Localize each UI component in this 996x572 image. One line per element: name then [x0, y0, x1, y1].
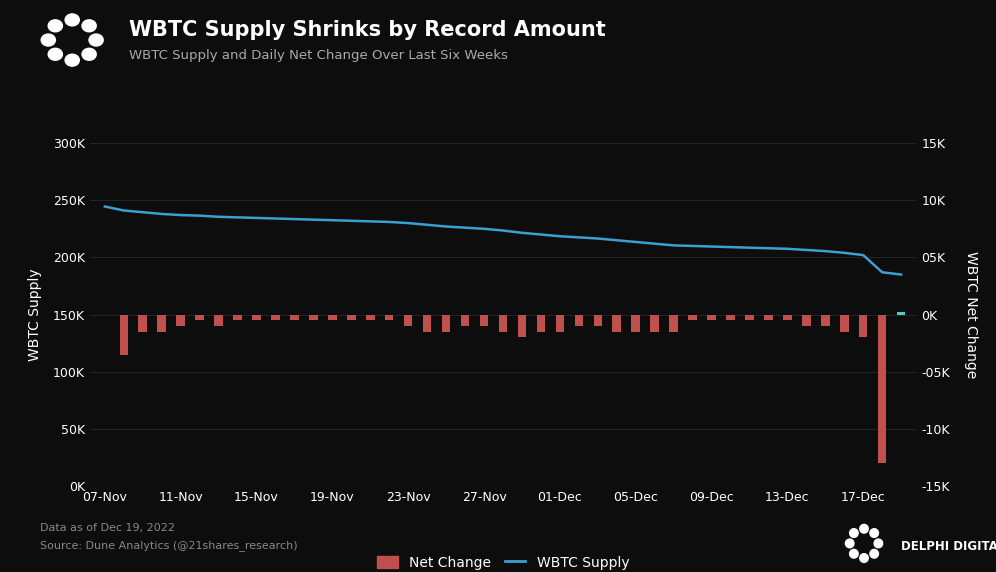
Circle shape: [850, 529, 859, 537]
Bar: [896, 312, 905, 315]
Bar: [252, 315, 261, 320]
Bar: [877, 315, 886, 463]
Bar: [214, 315, 223, 326]
Bar: [745, 315, 754, 320]
Bar: [404, 315, 412, 326]
Bar: [783, 315, 792, 320]
Bar: [120, 315, 128, 355]
Circle shape: [82, 20, 97, 32]
Bar: [840, 315, 849, 332]
Bar: [290, 315, 299, 320]
Bar: [556, 315, 564, 332]
Bar: [575, 315, 583, 326]
Circle shape: [82, 48, 97, 60]
Bar: [309, 315, 318, 320]
Circle shape: [65, 14, 80, 26]
Bar: [233, 315, 242, 320]
Circle shape: [870, 550, 878, 558]
Bar: [176, 315, 185, 326]
Bar: [499, 315, 507, 332]
Bar: [821, 315, 830, 326]
Bar: [537, 315, 545, 332]
Circle shape: [860, 554, 869, 562]
Text: WBTC Supply and Daily Net Change Over Last Six Weeks: WBTC Supply and Daily Net Change Over La…: [129, 49, 508, 62]
Bar: [461, 315, 469, 326]
Bar: [726, 315, 735, 320]
Bar: [157, 315, 166, 332]
Text: Source: Dune Analytics (@21shares_research): Source: Dune Analytics (@21shares_resear…: [40, 541, 298, 551]
Bar: [688, 315, 697, 320]
Text: Data as of Dec 19, 2022: Data as of Dec 19, 2022: [40, 523, 175, 533]
Circle shape: [860, 525, 869, 533]
Y-axis label: WBTC Supply: WBTC Supply: [28, 268, 42, 361]
Bar: [271, 315, 280, 320]
Bar: [366, 315, 374, 320]
Bar: [764, 315, 773, 320]
Circle shape: [65, 54, 80, 66]
Text: WBTC Supply Shrinks by Record Amount: WBTC Supply Shrinks by Record Amount: [129, 20, 607, 40]
Circle shape: [850, 550, 859, 558]
Y-axis label: WBTC Net Change: WBTC Net Change: [964, 251, 978, 378]
Text: DELPHI DIGITAL: DELPHI DIGITAL: [901, 540, 996, 553]
Bar: [650, 315, 659, 332]
Bar: [480, 315, 488, 326]
Bar: [859, 315, 868, 337]
Bar: [669, 315, 678, 332]
Bar: [707, 315, 716, 320]
Circle shape: [874, 539, 882, 548]
Bar: [347, 315, 356, 320]
Circle shape: [870, 529, 878, 537]
Circle shape: [41, 34, 56, 46]
Bar: [328, 315, 337, 320]
Circle shape: [846, 539, 854, 548]
Circle shape: [48, 20, 63, 32]
Bar: [613, 315, 622, 332]
Bar: [802, 315, 811, 326]
Bar: [631, 315, 640, 332]
Bar: [594, 315, 602, 326]
Circle shape: [48, 48, 63, 60]
Bar: [423, 315, 431, 332]
Bar: [518, 315, 526, 337]
Circle shape: [89, 34, 104, 46]
Bar: [195, 315, 204, 320]
Bar: [442, 315, 450, 332]
Bar: [138, 315, 147, 332]
Bar: [384, 315, 393, 320]
Legend: Net Change, WBTC Supply: Net Change, WBTC Supply: [372, 550, 634, 572]
